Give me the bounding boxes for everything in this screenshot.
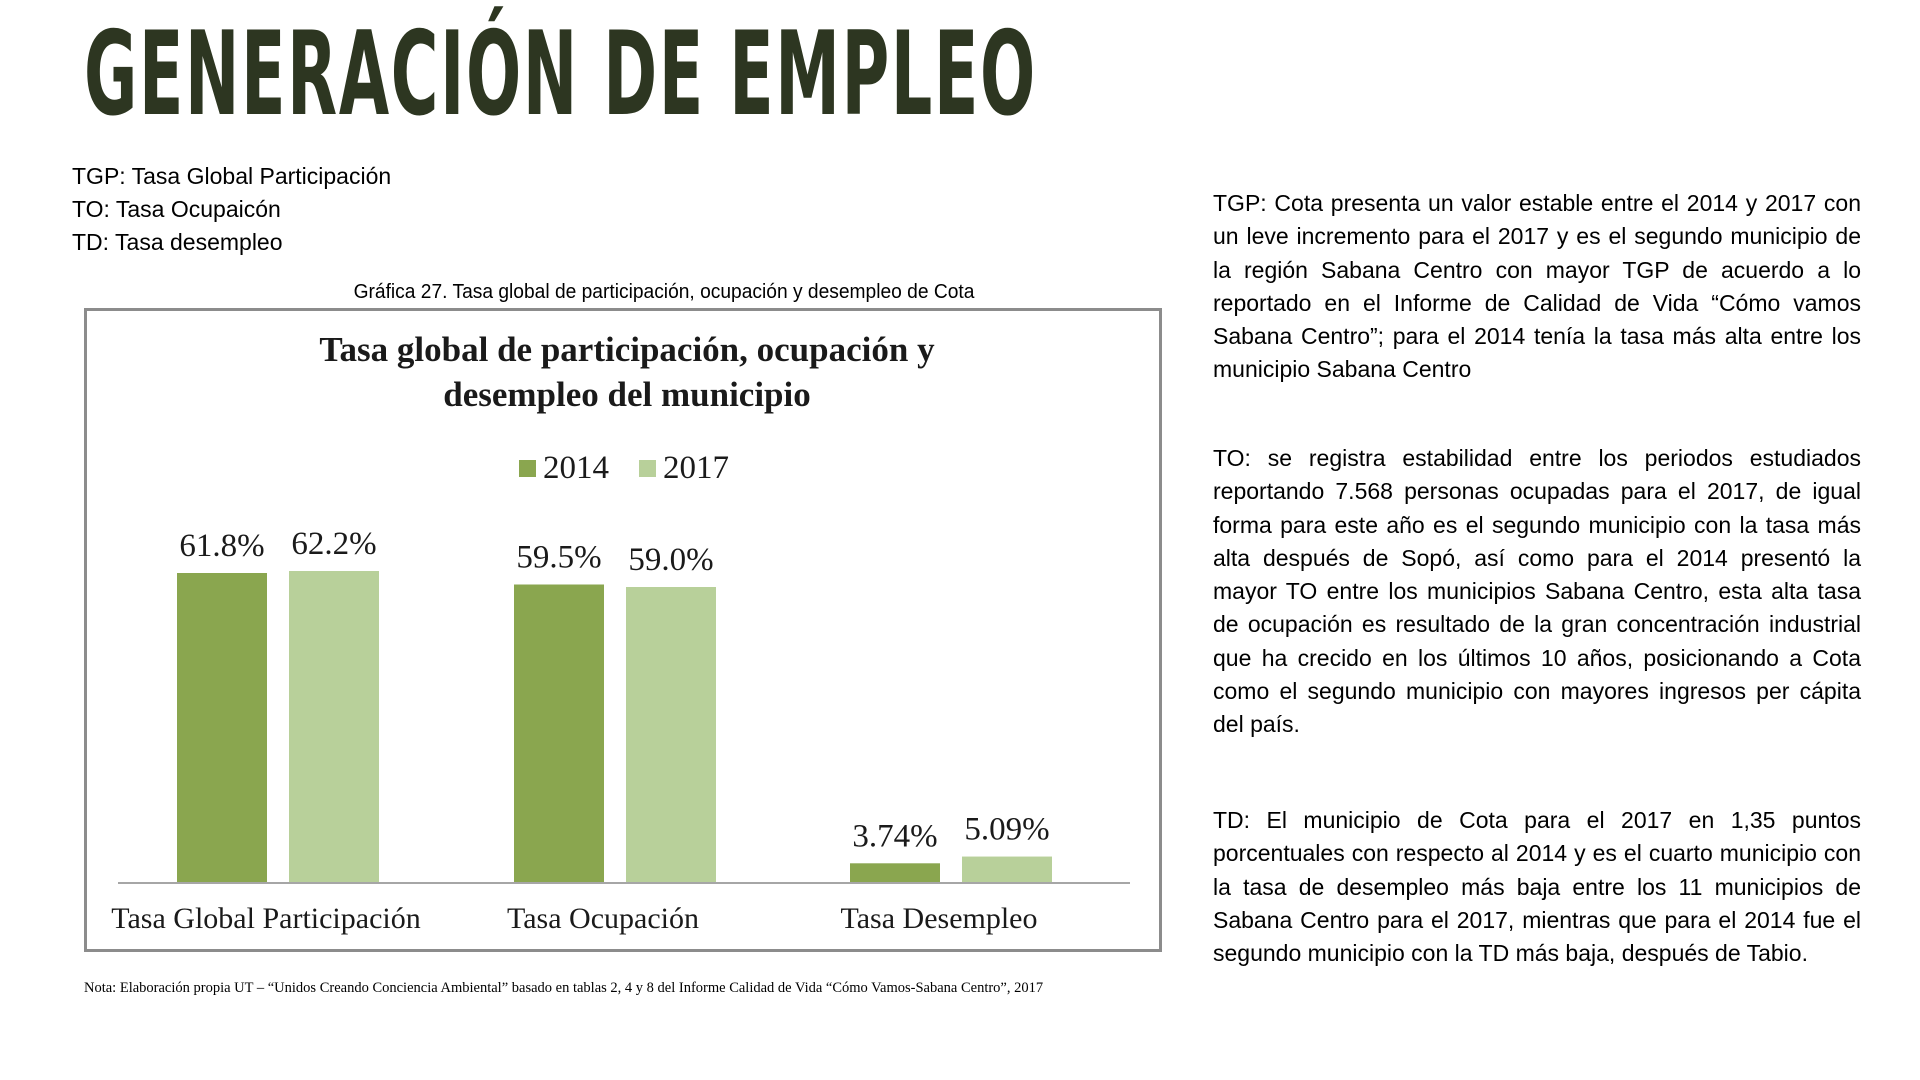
- definition-td: TD: Tasa desempleo: [72, 229, 283, 255]
- legend-label-2014: 2014: [543, 450, 609, 486]
- figure-note: Nota: Elaboración propia UT – “Unidos Cr…: [84, 980, 1044, 996]
- data-label-2017-0: 62.2%: [291, 526, 376, 562]
- data-label-2014-0: 61.8%: [179, 528, 264, 564]
- legend-swatch-2014: [519, 460, 536, 477]
- category-label-2: Tasa Desempleo: [841, 902, 1038, 935]
- slide-title: GENERACIÓN DE EMPLEO: [84, 7, 1037, 142]
- bar-2017-2: [962, 856, 1052, 882]
- category-label-1: Tasa Ocupación: [507, 902, 699, 935]
- data-label-2014-1: 59.5%: [516, 540, 601, 576]
- bar-2017-0: [289, 571, 379, 882]
- data-label-2017-1: 59.0%: [628, 542, 713, 578]
- paragraph-td: TD: El municipio de Cota para el 2017 en…: [1213, 807, 1861, 967]
- legend-swatch-2017: [639, 460, 656, 477]
- data-label-2017-2: 5.09%: [964, 812, 1049, 848]
- chart-data-labels: 61.8% 62.2% 59.5% 59.0% 3.74% 5.09%: [179, 526, 1049, 854]
- data-label-2014-2: 3.74%: [852, 818, 937, 854]
- bar-2014-2: [850, 863, 940, 882]
- definition-to: TO: Tasa Ocupaicón: [72, 196, 281, 222]
- category-label-0: Tasa Global Participación: [111, 902, 420, 935]
- chart-bars: [177, 571, 1052, 882]
- definition-tgp: TGP: Tasa Global Participación: [72, 163, 392, 189]
- paragraph-to: TO: se registra estabilidad entre los pe…: [1213, 445, 1861, 738]
- x-axis-category-labels: Tasa Global Participación Tasa Ocupación T…: [111, 902, 1037, 935]
- legend-label-2017: 2017: [663, 450, 729, 486]
- chart-legend: 2014 2017: [519, 450, 729, 486]
- bar-2014-1: [514, 584, 604, 882]
- chart-title-line-2: desempleo del municipio: [443, 375, 811, 414]
- bar-2014-0: [177, 573, 267, 882]
- figure-caption: Gráfica 27. Tasa global de participación…: [353, 281, 975, 303]
- paragraph-tgp: TGP: Cota presenta un valor estable entr…: [1213, 190, 1861, 383]
- chart-frame: Tasa global de participación, ocupación …: [84, 308, 1162, 952]
- abbreviation-definitions: TGP: Tasa Global Participación TO: Tasa …: [72, 160, 391, 259]
- bar-chart: Tasa global de participación, ocupación …: [111, 330, 1130, 935]
- bar-2017-1: [626, 587, 716, 882]
- chart-title-line-1: Tasa global de participación, ocupación …: [319, 330, 935, 369]
